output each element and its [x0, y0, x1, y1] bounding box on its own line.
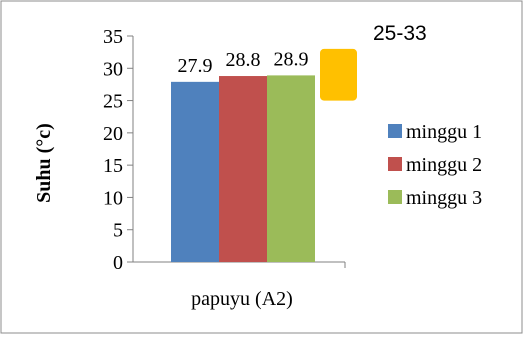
bars — [171, 75, 315, 263]
y-tick-label: 5 — [113, 220, 123, 242]
x-category-label: papuyu (A2) — [191, 288, 293, 310]
legend: minggu 1 minggu 2 minggu 3 — [388, 121, 482, 209]
data-label: 27.9 — [178, 55, 213, 77]
y-axis-title: Suhu (°c) — [33, 123, 55, 203]
legend-swatch — [388, 124, 402, 138]
range-annotation-label: 25-33 — [373, 22, 427, 45]
y-tick-label: 35 — [103, 26, 123, 48]
data-label: 28.8 — [226, 49, 261, 71]
legend-entry: minggu 2 — [406, 154, 482, 176]
legend-entry: minggu 3 — [406, 187, 482, 209]
y-tick-label: 25 — [103, 91, 123, 113]
y-tick-label: 0 — [113, 252, 123, 274]
legend-swatch — [388, 157, 402, 171]
legend-entry: minggu 1 — [406, 121, 482, 143]
data-label: 28.9 — [274, 48, 309, 70]
y-tick-label: 15 — [103, 155, 123, 177]
data-labels: 27.9 28.8 28.9 — [178, 48, 309, 76]
range-marker — [320, 48, 357, 101]
y-tick-label: 20 — [103, 123, 123, 145]
range-annotation: 25-33 — [320, 22, 427, 101]
y-tick-label: 30 — [103, 58, 123, 80]
y-tick-label: 10 — [103, 187, 123, 209]
bar-minggu-1 — [171, 81, 219, 263]
axes: 0 5 10 15 20 25 30 35 papuyu (A2) — [103, 26, 346, 310]
bar-minggu-3 — [267, 75, 315, 262]
bar-minggu-2 — [219, 76, 267, 262]
legend-swatch — [388, 190, 402, 204]
